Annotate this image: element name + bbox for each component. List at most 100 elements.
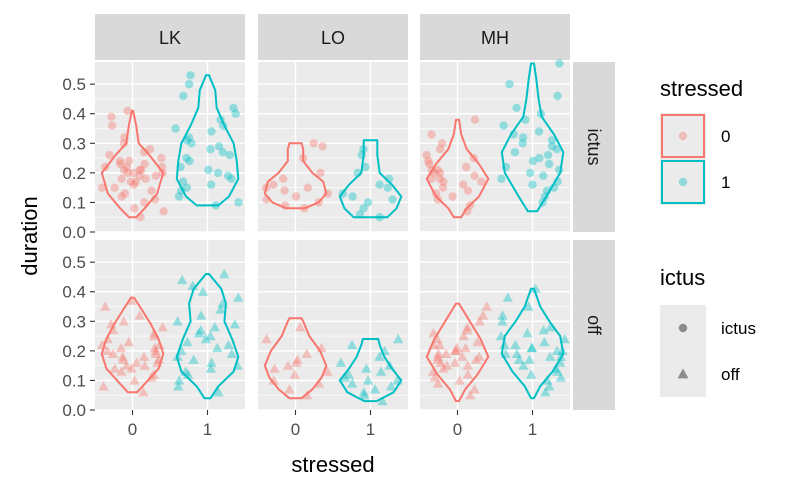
data-point: [151, 171, 161, 180]
data-point: [543, 186, 552, 195]
data-point: [526, 342, 538, 353]
data-point: [362, 375, 374, 385]
data-point: [145, 145, 155, 154]
data-point: [555, 357, 566, 367]
strip-LK: [95, 14, 245, 60]
data-point: [174, 375, 185, 385]
data-point: [119, 165, 129, 175]
data-point: [505, 80, 514, 89]
data-point: [129, 375, 140, 385]
data-point: [101, 162, 110, 172]
data-point: [501, 162, 511, 172]
y-tick-label: 0.2: [62, 164, 86, 183]
violin-LK-ictus-stressed-1: [175, 74, 240, 207]
data-point: [182, 336, 193, 347]
data-point: [477, 310, 489, 320]
data-point: [435, 174, 444, 183]
data-point: [435, 145, 445, 154]
data-point: [458, 330, 469, 341]
data-point: [174, 192, 184, 201]
data-point: [182, 153, 191, 163]
data-point: [549, 183, 559, 192]
data-point: [107, 325, 119, 335]
data-point: [186, 71, 195, 80]
data-point: [509, 130, 518, 139]
data-point: [134, 310, 145, 320]
data-point: [122, 162, 131, 172]
legend-shape-keys: ictus off: [660, 305, 756, 397]
data-point: [511, 348, 523, 358]
data-point: [543, 150, 553, 160]
legend-key-shape-off: [660, 351, 706, 397]
data-point: [176, 345, 187, 355]
data-point: [432, 378, 444, 388]
data-point: [340, 372, 351, 382]
strip-label-off: off: [584, 315, 604, 336]
data-point: [291, 357, 302, 367]
data-point: [184, 133, 194, 142]
panel-LK-off: [95, 240, 245, 411]
y-axis-title: duration: [17, 196, 42, 276]
data-point: [182, 183, 192, 192]
data-point: [98, 183, 107, 192]
data-point: [206, 145, 215, 154]
data-point: [135, 171, 144, 180]
data-point: [557, 345, 568, 355]
data-point: [435, 168, 445, 178]
data-point: [497, 316, 508, 326]
data-point: [347, 378, 358, 388]
data-point: [361, 162, 370, 172]
data-point: [547, 136, 557, 145]
data-point: [451, 345, 462, 355]
violin-LO-ictus-stressed-0: [263, 142, 328, 210]
violin-MH-ictus-stressed-1: [500, 62, 565, 213]
data-point: [316, 168, 325, 178]
data-point: [425, 159, 434, 169]
data-point: [292, 354, 303, 364]
data-point: [205, 363, 217, 373]
data-point: [126, 363, 137, 373]
data-point: [375, 213, 384, 222]
panel-MH-off: [420, 240, 570, 411]
data-point: [130, 204, 139, 213]
data-point: [544, 381, 555, 391]
data-point: [510, 148, 520, 157]
data-point: [359, 145, 368, 154]
data-point: [135, 165, 144, 175]
data-point: [318, 142, 327, 151]
data-point: [424, 156, 433, 166]
strip-label-LK: LK: [159, 28, 181, 48]
panel-MH-ictus: [420, 59, 570, 233]
data-point: [441, 360, 453, 370]
data-point: [140, 159, 149, 169]
data-point: [269, 180, 278, 189]
data-point: [138, 351, 150, 361]
data-point: [232, 360, 243, 370]
strip-ictus: [573, 62, 615, 232]
panel-LO-off: [258, 240, 408, 411]
data-point: [343, 369, 354, 379]
violin-LK-off-stressed-1: [175, 273, 240, 400]
data-point: [538, 325, 549, 335]
strip-label-LO: LO: [321, 28, 345, 48]
data-point: [115, 342, 127, 353]
data-point: [294, 322, 306, 332]
violin-MH-off-stressed-1: [500, 287, 565, 400]
data-point: [432, 354, 443, 364]
data-point: [528, 180, 537, 189]
strip-off: [573, 240, 615, 410]
data-point: [177, 274, 188, 285]
data-point: [555, 59, 564, 68]
data-point: [117, 354, 129, 364]
data-point: [227, 174, 236, 183]
data-point: [214, 142, 224, 151]
data-point: [433, 165, 442, 175]
data-point: [126, 177, 136, 186]
legend-key-stressed-0: [660, 113, 706, 159]
data-point: [120, 133, 129, 142]
data-point: [552, 366, 563, 376]
data-point: [518, 139, 527, 148]
violin-LO-off-stressed-0: [263, 317, 328, 400]
strip-MH: [420, 14, 570, 60]
